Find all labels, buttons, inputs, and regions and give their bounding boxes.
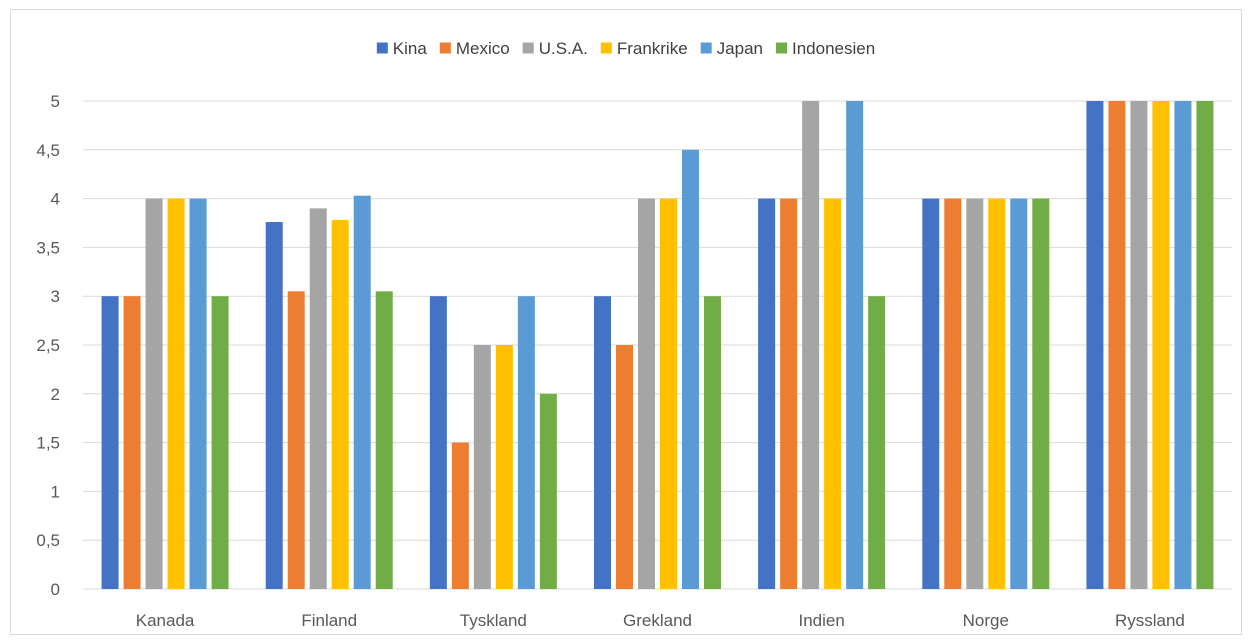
y-tick-label: 0,5: [36, 531, 60, 550]
legend-label: Japan: [717, 39, 763, 58]
bar-indonesien-finland: [375, 291, 393, 589]
bar-mexico-kanada: [123, 296, 141, 589]
legend-swatch-indonesien: [776, 42, 788, 54]
y-tick-label: 2,5: [36, 336, 60, 355]
bar-u-s-a-norge: [966, 198, 984, 589]
bar-u-s-a-tyskland: [473, 345, 491, 589]
x-tick-label: Tyskland: [460, 611, 527, 630]
legend-label: U.S.A.: [539, 39, 588, 58]
y-tick-label: 4,5: [36, 141, 60, 160]
bar-u-s-a-grekland: [638, 198, 655, 589]
y-tick-label: 3: [51, 287, 60, 306]
bar-japan-indien: [846, 101, 864, 589]
y-tick-label: 5: [51, 92, 60, 111]
bar-u-s-a-finland: [309, 208, 327, 590]
bar-mexico-ryssland: [1108, 101, 1126, 589]
bar-u-s-a-ryssland: [1130, 101, 1148, 589]
legend-swatch-u-s-a: [522, 42, 534, 54]
bar-indonesien-grekland: [704, 296, 721, 589]
bar-frankrike-ryssland: [1152, 101, 1170, 589]
bar-mexico-indien: [780, 198, 798, 589]
gridlines: [83, 100, 1232, 590]
bar-mexico-grekland: [616, 345, 633, 589]
y-tick-label: 3,5: [36, 238, 60, 257]
legend-swatch-frankrike: [600, 42, 612, 54]
bar-japan-norge: [1010, 198, 1028, 589]
x-tick-label: Norge: [963, 611, 1009, 630]
legend-swatch-japan: [700, 42, 712, 54]
bar-frankrike-finland: [331, 220, 349, 589]
bar-kina-kanada: [101, 296, 119, 589]
bar-japan-ryssland: [1174, 101, 1192, 589]
bars: [101, 101, 1214, 590]
bar-indonesien-norge: [1032, 198, 1050, 589]
bar-kina-norge: [922, 198, 940, 589]
bar-kina-tyskland: [429, 296, 447, 589]
bar-mexico-norge: [944, 198, 962, 589]
y-tick-label: 4: [51, 190, 60, 209]
bar-japan-tyskland: [517, 296, 535, 589]
bar-japan-grekland: [682, 149, 699, 590]
x-tick-label: Ryssland: [1115, 611, 1185, 630]
bar-indonesien-kanada: [211, 296, 229, 589]
bar-kina-grekland: [594, 296, 611, 589]
bar-mexico-tyskland: [451, 442, 469, 589]
x-tick-label: Finland: [301, 611, 357, 630]
bar-japan-finland: [353, 195, 371, 589]
y-tick-label: 0: [51, 580, 60, 599]
bar-u-s-a-kanada: [145, 198, 163, 589]
legend-label: Mexico: [456, 39, 510, 58]
bar-frankrike-tyskland: [495, 345, 513, 589]
legend-swatch-kina: [376, 42, 388, 54]
y-tick-label: 2: [51, 385, 60, 404]
bar-indonesien-indien: [868, 296, 886, 589]
bar-frankrike-norge: [988, 198, 1006, 589]
x-axis-tick-labels: Kanada Finland Tyskland Grekland Indien Norge…: [136, 611, 1185, 630]
x-tick-label: Kanada: [136, 611, 195, 630]
x-tick-label: Indien: [798, 611, 844, 630]
bar-japan-kanada: [189, 198, 207, 589]
bar-indonesien-ryssland: [1196, 101, 1214, 589]
legend-label: Frankrike: [617, 39, 688, 58]
legend-label: Kina: [393, 39, 428, 58]
x-tick-label: Grekland: [623, 611, 692, 630]
legend: Kina Mexico U.S.A. Frankrike Japan Indonesien: [376, 39, 875, 58]
bar-mexico-finland: [287, 291, 305, 589]
bar-frankrike-grekland: [660, 198, 677, 589]
y-axis-tick-labels: 0 0,5 1 1,5 2 2,5 3 3,5 4 4,5 5: [36, 92, 60, 599]
bar-frankrike-kanada: [167, 198, 185, 589]
y-tick-label: 1: [51, 482, 60, 501]
bar-kina-ryssland: [1086, 101, 1104, 589]
y-tick-label: 1,5: [36, 434, 60, 453]
bar-indonesien-tyskland: [539, 393, 557, 589]
legend-swatch-mexico: [439, 42, 451, 54]
bar-kina-finland: [265, 222, 283, 590]
bar-u-s-a-indien: [802, 101, 820, 589]
bar-frankrike-indien: [824, 198, 842, 589]
bar-kina-indien: [758, 198, 776, 589]
legend-label: Indonesien: [792, 39, 875, 58]
